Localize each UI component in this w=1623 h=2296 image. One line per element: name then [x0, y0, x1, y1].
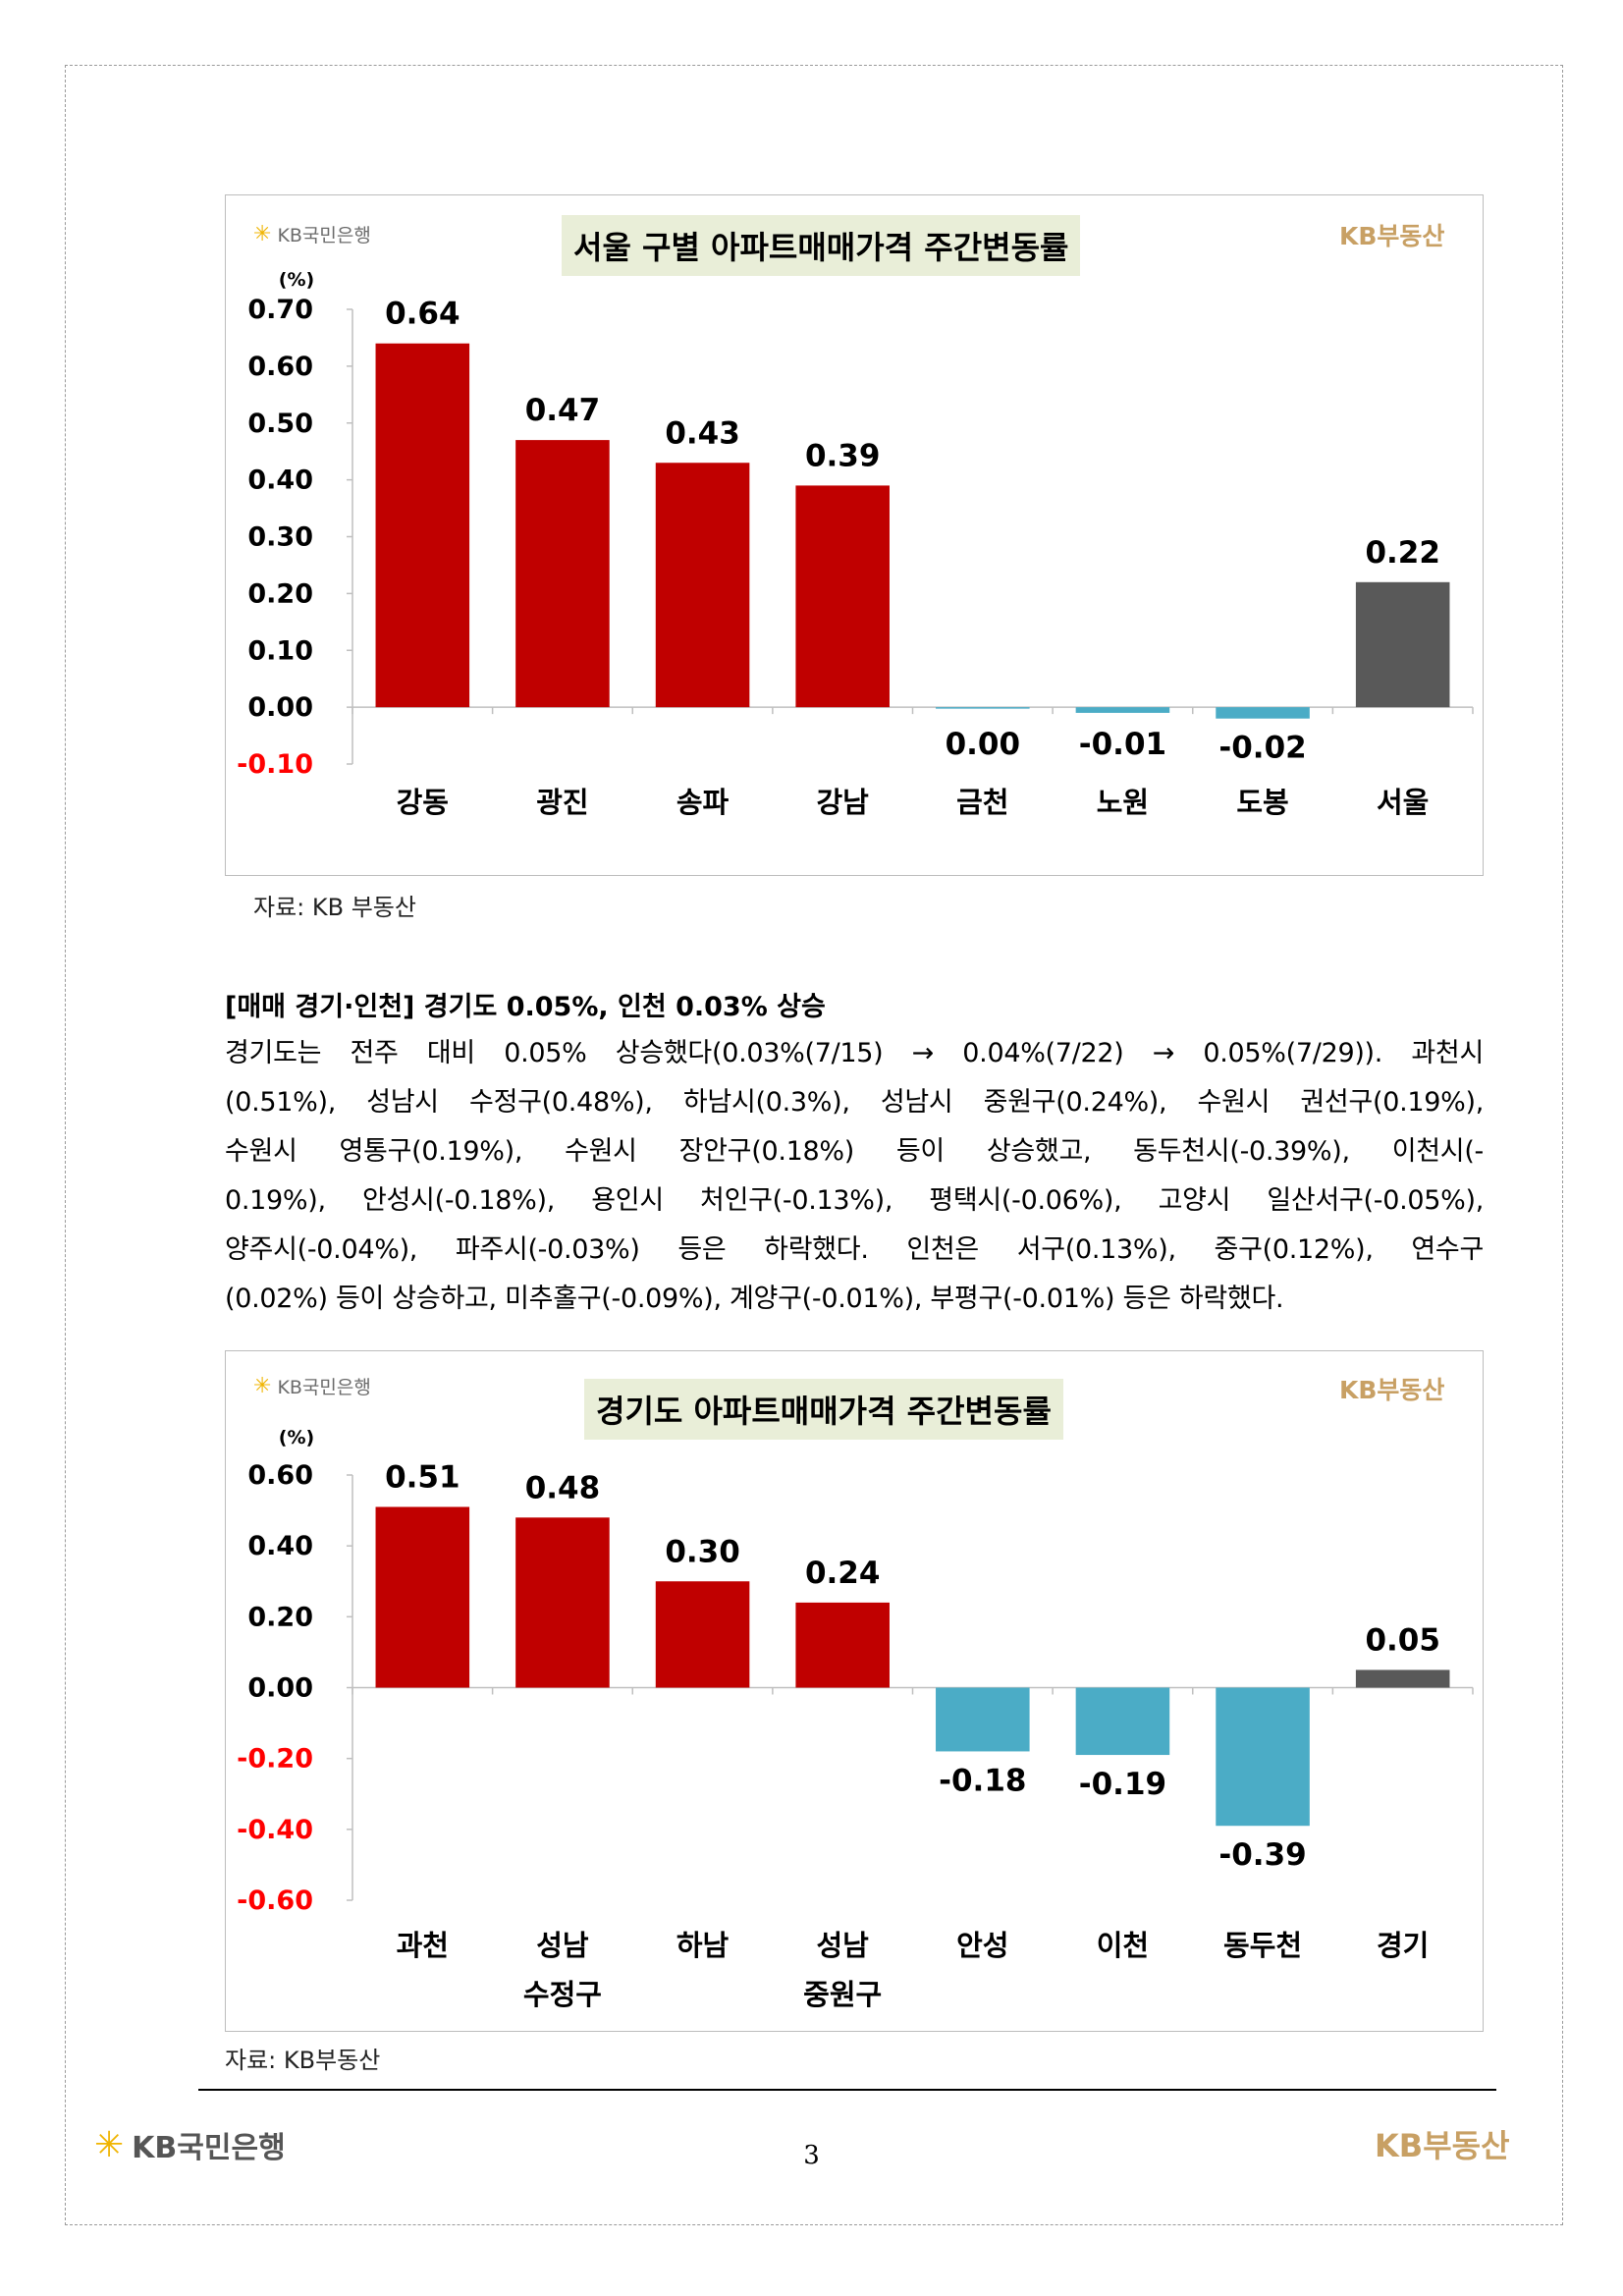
- category-label: 중원구: [803, 1978, 882, 2011]
- y-tick-label: 0.70: [247, 295, 313, 325]
- kb-star-icon: ✳: [94, 2124, 125, 2165]
- bar: [1075, 707, 1170, 713]
- y-tick-label: 0.30: [247, 522, 313, 553]
- y-tick-label: -0.10: [237, 749, 313, 780]
- kb-realestate-logo: KB부동산: [1339, 222, 1445, 250]
- seoul-chart: ✳ KB국민은행 서울 구별 아파트매매가격 주간변동률 KB부동산 (%) 0.…: [225, 194, 1484, 876]
- kb-bank-logo: ✳ KB국민은행: [253, 1373, 371, 1399]
- gyeonggi-chart: ✳ KB국민은행 경기도 아파트매매가격 주간변동률 KB부동산 (%) 0.60…: [225, 1350, 1484, 2032]
- data-label: -0.19: [1079, 1767, 1166, 1802]
- kb-bank-logo: ✳ KB국민은행: [253, 221, 371, 247]
- y-tick-label: 0.00: [247, 1673, 313, 1704]
- footer-rule: [198, 2089, 1496, 2091]
- bar: [375, 1506, 470, 1688]
- chart-title: 서울 구별 아파트매매가격 주간변동률: [562, 215, 1081, 276]
- category-label: 강동: [397, 786, 449, 819]
- category-label: 금천: [956, 786, 1008, 819]
- y-tick-label: -0.60: [237, 1886, 313, 1916]
- category-label: 동두천: [1223, 1929, 1302, 1962]
- bar: [1355, 581, 1450, 708]
- paragraph-line: 수원시 영통구(0.19%), 수원시 장안구(0.18%) 등이 상승했고, …: [225, 1136, 1484, 1167]
- paragraph-line: 양주시(-0.04%), 파주시(-0.03%) 등은 하락했다. 인천은 서구…: [225, 1234, 1484, 1265]
- data-label: 0.51: [385, 1459, 460, 1495]
- data-label: -0.39: [1218, 1837, 1306, 1873]
- category-label: 도봉: [1236, 786, 1288, 819]
- category-label: 강남: [817, 786, 870, 819]
- y-tick-label: 0.60: [247, 1460, 313, 1491]
- kb-star-icon: ✳: [253, 1374, 272, 1398]
- category-label: 송파: [676, 786, 730, 819]
- category-label: 안성: [956, 1929, 1008, 1962]
- data-label: -0.02: [1218, 731, 1306, 766]
- section-heading: [매매 경기·인천] 경기도 0.05%, 인천 0.03% 상승: [225, 992, 826, 1022]
- bar: [515, 1517, 610, 1688]
- data-label: 0.22: [1365, 535, 1440, 571]
- data-label: 0.64: [385, 297, 460, 332]
- y-tick-label: 0.40: [247, 1531, 313, 1561]
- bar: [936, 707, 1030, 709]
- page-number: 3: [803, 2141, 820, 2170]
- data-label: 0.48: [525, 1470, 601, 1505]
- data-label: 0.39: [805, 438, 881, 473]
- paragraph-line: 경기도는 전주 대비 0.05% 상승했다(0.03%(7/15) → 0.04…: [225, 1038, 1484, 1068]
- data-label: 0.43: [665, 415, 740, 451]
- bar: [795, 1602, 890, 1688]
- bar: [1216, 707, 1310, 719]
- footer-kb-realestate-logo: KB부동산: [1375, 2127, 1510, 2164]
- category-label: 노원: [1097, 786, 1149, 819]
- gyeonggi-chart-plot: (%) 0.60 0.40 0.20 0.00 -0.20 -0.40 -0.60 0.51 과천…: [237, 1427, 1474, 2011]
- chart-title: 경기도 아파트매매가격 주간변동률: [584, 1379, 1063, 1440]
- y-tick-label: 0.00: [247, 692, 313, 723]
- y-tick-label: -0.40: [237, 1815, 313, 1845]
- bar: [655, 1581, 750, 1688]
- kb-realestate-logo: KB부동산: [1339, 1376, 1445, 1404]
- data-label: 0.00: [946, 727, 1021, 762]
- chart-source: 자료: KB부동산: [225, 2047, 381, 2074]
- page-border: [65, 65, 1563, 2225]
- y-tick-label: 0.50: [247, 409, 313, 439]
- footer-kb-bank-logo: ✳ KB국민은행: [94, 2123, 286, 2166]
- paragraph-line: (0.02%) 등이 상승하고, 미추홀구(-0.09%), 계양구(-0.01…: [225, 1284, 1284, 1314]
- category-label: 서울: [1377, 786, 1429, 819]
- y-tick-label: 0.40: [247, 465, 313, 496]
- category-label: 과천: [397, 1929, 449, 1962]
- kb-star-icon: ✳: [253, 222, 272, 246]
- bar: [1216, 1687, 1310, 1827]
- category-label: 이천: [1097, 1929, 1149, 1962]
- section-paragraph: 경기도는 전주 대비 0.05% 상승했다(0.03%(7/15) → 0.04…: [225, 1029, 1484, 1324]
- bar: [655, 463, 750, 708]
- category-label: 수정구: [523, 1978, 602, 2011]
- y-axis-unit: (%): [279, 1427, 314, 1449]
- kb-bank-label: KB국민은행: [277, 1377, 371, 1398]
- bar: [795, 485, 890, 708]
- bar: [375, 343, 470, 708]
- paragraph-line: 0.19%), 안성시(-0.18%), 용인시 처인구(-0.13%), 평택…: [225, 1185, 1484, 1216]
- category-label: 경기: [1377, 1929, 1429, 1962]
- y-tick-label: 0.20: [247, 578, 313, 609]
- y-tick-label: 0.10: [247, 635, 313, 666]
- seoul-chart-plot: (%) 0.70 0.60 0.50 0.40 0.30 0.20 0.10 0.00 -0.10…: [237, 269, 1474, 819]
- y-tick-label: -0.20: [237, 1744, 313, 1775]
- kb-bank-label: KB국민은행: [277, 225, 371, 246]
- data-label: -0.18: [939, 1763, 1026, 1798]
- category-label: 하남: [676, 1929, 730, 1962]
- data-label: 0.47: [525, 393, 601, 428]
- bar: [1075, 1687, 1170, 1756]
- bar: [515, 440, 610, 708]
- y-axis-unit: (%): [279, 269, 314, 291]
- data-label: 0.24: [805, 1556, 881, 1591]
- footer-bank-label: KB국민은행: [132, 2131, 286, 2165]
- data-label: 0.05: [1365, 1622, 1440, 1658]
- data-label: -0.01: [1079, 727, 1166, 762]
- bar: [936, 1687, 1030, 1752]
- category-label: 광진: [536, 786, 588, 819]
- category-label: 성남: [817, 1929, 870, 1962]
- paragraph-line: (0.51%), 성남시 수정구(0.48%), 하남시(0.3%), 성남시 …: [225, 1087, 1484, 1118]
- y-tick-label: 0.60: [247, 352, 313, 382]
- bar: [1355, 1669, 1450, 1688]
- chart-source: 자료: KB 부동산: [253, 894, 416, 921]
- category-label: 성남: [536, 1929, 589, 1962]
- data-label: 0.30: [665, 1534, 740, 1569]
- y-tick-label: 0.20: [247, 1602, 313, 1632]
